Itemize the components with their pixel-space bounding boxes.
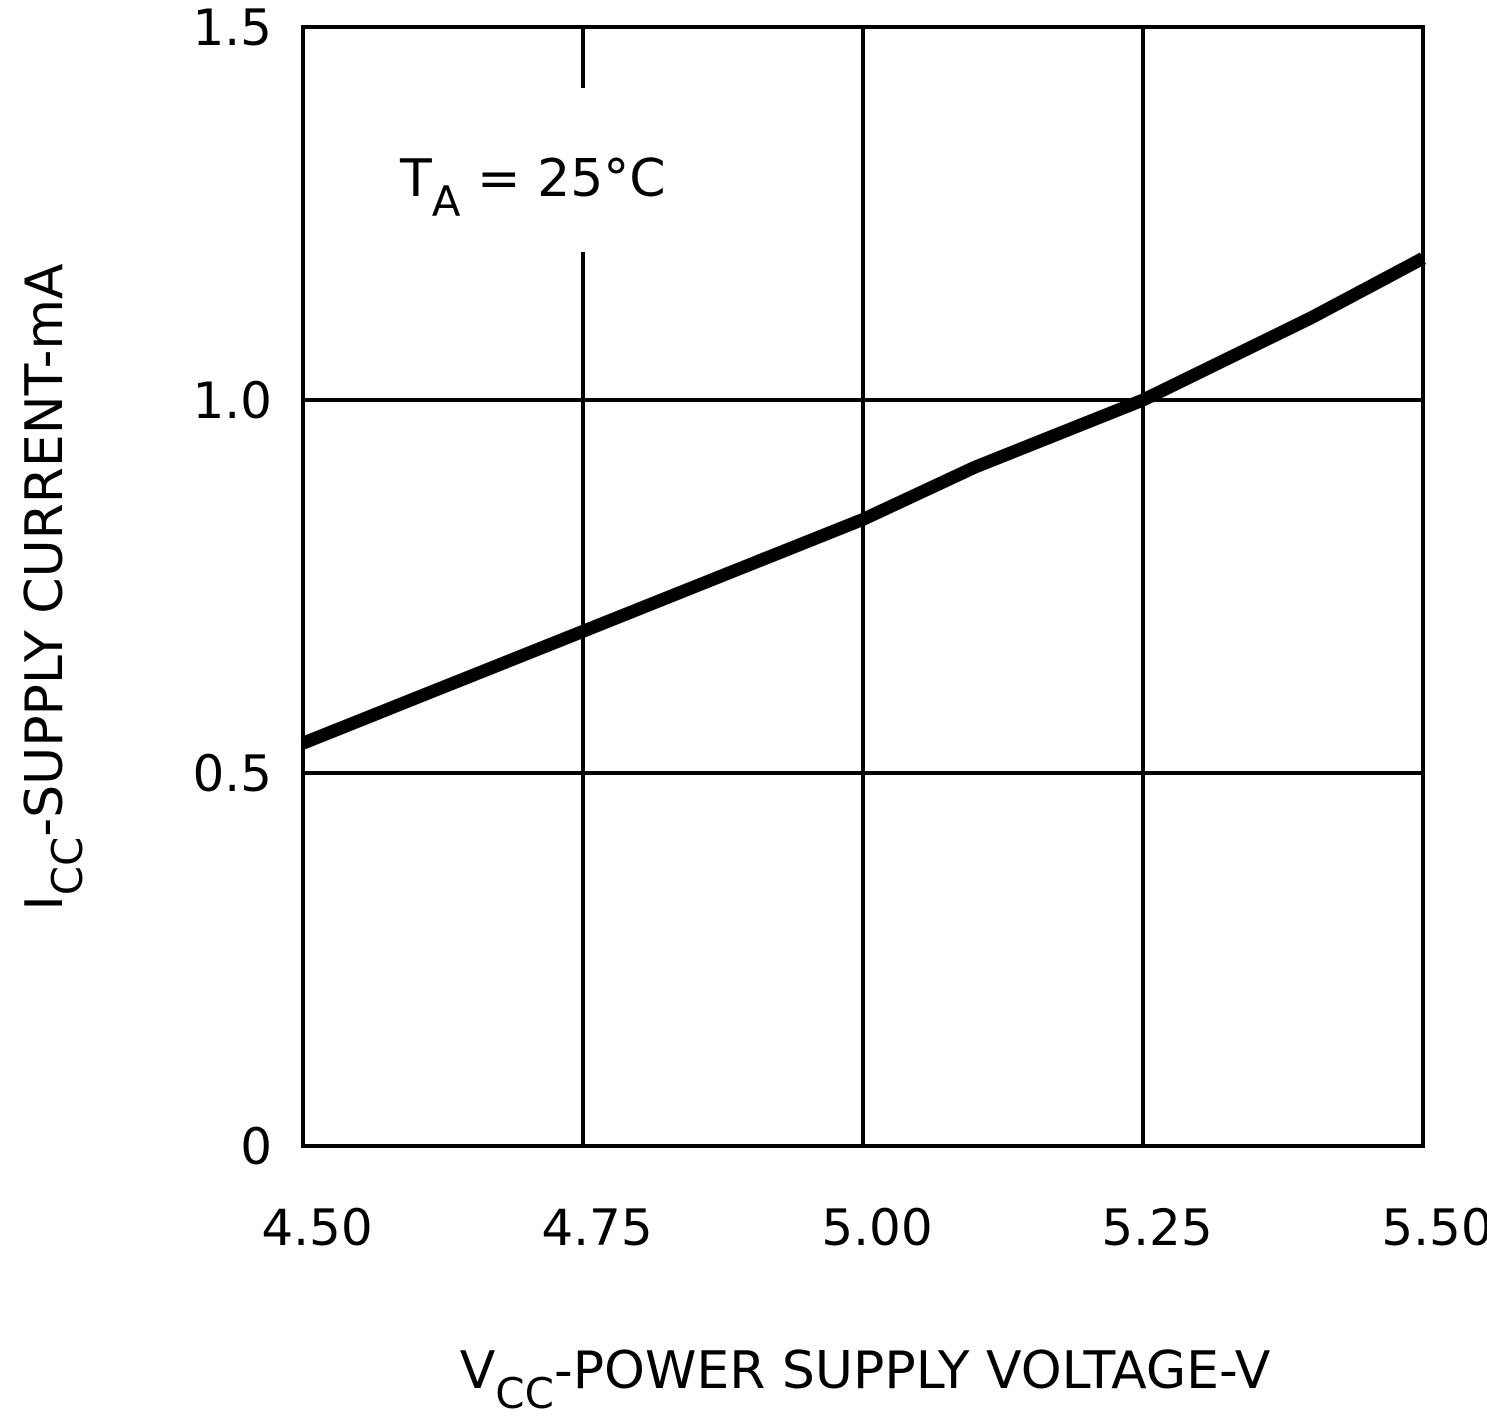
y-axis-label-prefix: I	[15, 895, 75, 910]
y-tick-label: 0.5	[192, 745, 272, 803]
x-tick-label: 4.75	[541, 1199, 652, 1257]
y-axis-label-rest: -SUPPLY CURRENT-mA	[15, 263, 75, 837]
temperature-annotation: TA = 25°C	[399, 149, 666, 226]
x-tick-label: 5.50	[1381, 1199, 1487, 1257]
y-axis-label: ICC-SUPPLY CURRENT-mA	[15, 263, 92, 911]
y-axis-label-sub: CC	[43, 837, 92, 896]
annotation-subscript: A	[432, 177, 461, 226]
x-axis-label-rest: -POWER SUPPLY VOLTAGE-V	[554, 1341, 1271, 1401]
x-axis-label-prefix: V	[460, 1341, 496, 1401]
y-tick-label: 1.5	[192, 0, 272, 57]
x-tick-label: 5.00	[821, 1199, 932, 1257]
annotation-rest: = 25°C	[461, 149, 666, 209]
x-axis-label: VCC-POWER SUPPLY VOLTAGE-V	[460, 1341, 1271, 1414]
x-axis-label-sub: CC	[495, 1369, 554, 1414]
series-line-0	[300, 252, 1427, 750]
x-tick-label: 4.50	[261, 1199, 372, 1257]
y-tick-label: 0	[240, 1118, 272, 1176]
x-tick-label: 5.25	[1101, 1199, 1212, 1257]
annotation-prefix: T	[399, 149, 432, 209]
y-tick-label: 1.0	[192, 372, 272, 430]
